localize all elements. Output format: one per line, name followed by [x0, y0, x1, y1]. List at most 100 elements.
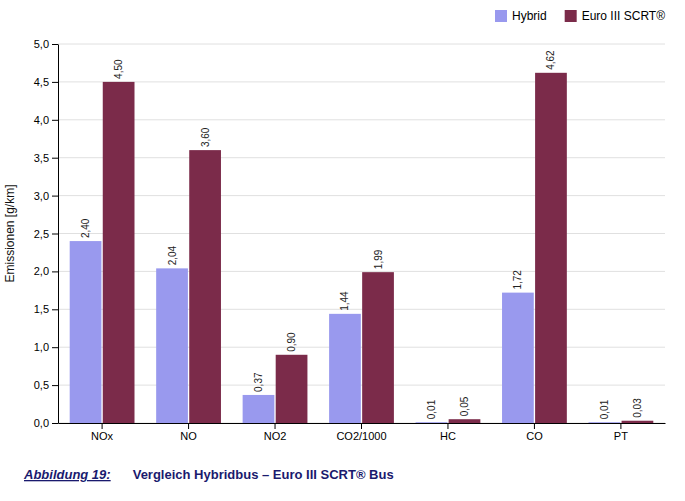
y-tick: 1,0 [34, 341, 58, 353]
x-tick-mark [447, 423, 448, 429]
bars [70, 73, 654, 423]
axis-line [58, 45, 59, 424]
x-tick-mark [102, 423, 103, 429]
y-tick: 5,0 [34, 38, 58, 50]
data-label: 0,01 [599, 399, 610, 419]
data-label: 1,72 [512, 270, 523, 290]
legend: Hybrid Euro III SCRT® [495, 9, 665, 23]
x-tick-label: NO2 [264, 430, 287, 442]
y-tick-label: 4,0 [34, 114, 49, 126]
y-tick-label: 5,0 [34, 38, 49, 50]
data-label: 0,90 [286, 332, 297, 352]
y-tick-mark [52, 196, 58, 197]
y-tick-mark [52, 385, 58, 386]
bar [589, 422, 621, 423]
caption-text: Vergleich Hybridbus – Euro III SCRT® Bus [133, 467, 394, 482]
y-tick-label: 0,0 [34, 417, 49, 429]
data-label: 2,40 [80, 218, 91, 238]
y-tick-mark [52, 347, 58, 348]
data-label: 0,37 [253, 372, 264, 392]
data-label: 0,01 [426, 399, 437, 419]
bar [189, 150, 221, 423]
data-label: 0,05 [459, 396, 470, 416]
legend-swatch [565, 10, 577, 22]
y-tick-mark [52, 271, 58, 272]
y-tick-mark [52, 44, 58, 45]
x-tick-label: PT [614, 430, 628, 442]
grid-line [58, 44, 665, 45]
y-tick: 0,5 [34, 379, 58, 391]
x-tick-label: HC [440, 430, 456, 442]
y-tick: 4,0 [34, 114, 58, 126]
x-tick-mark [188, 423, 189, 429]
grid-line [58, 271, 665, 272]
grid-line [58, 233, 665, 234]
grid-line [58, 157, 665, 158]
grid [58, 44, 665, 423]
bar-series [103, 73, 654, 423]
y-tick-mark [52, 82, 58, 83]
y-tick: 3,5 [34, 152, 58, 164]
bar [329, 314, 361, 423]
data-label: 2,04 [167, 245, 178, 265]
y-tick-label: 2,5 [34, 228, 49, 240]
x-tick: NO [180, 423, 197, 442]
bar [156, 268, 188, 423]
y-tick-label: 3,5 [34, 152, 49, 164]
caption: Abbildung 19: Vergleich Hybridbus – Euro … [23, 467, 394, 482]
x-tick: NO2 [264, 423, 287, 442]
x-tick-mark [361, 423, 362, 429]
y-tick-label: 3,0 [34, 190, 49, 202]
grid-line [58, 309, 665, 310]
x-tick: CO2/1000 [336, 423, 386, 442]
x-tick-label: NOx [91, 430, 114, 442]
x-tick-mark [620, 423, 621, 429]
y-tick-mark [52, 120, 58, 121]
y-axis-title: Emissionen [g/km] [3, 184, 17, 282]
bar [103, 82, 135, 423]
bar [449, 419, 481, 423]
x-tick-label: CO [526, 430, 543, 442]
x-tick: NOx [91, 423, 114, 442]
legend-item: Hybrid [495, 9, 547, 23]
bar [70, 241, 102, 423]
x-tick-mark [275, 423, 276, 429]
y-tick-label: 1,0 [34, 341, 49, 353]
y-tick: 0,0 [34, 417, 58, 429]
y-tick: 4,5 [34, 76, 58, 88]
x-tick-label: CO2/1000 [336, 430, 386, 442]
grid-line [58, 81, 665, 82]
data-label: 1,99 [373, 249, 384, 269]
grid-line [58, 195, 665, 196]
x-tick: PT [614, 423, 628, 442]
data-label: 3,60 [200, 127, 211, 147]
bar [276, 355, 308, 423]
bar [622, 421, 654, 423]
y-tick-mark [52, 309, 58, 310]
caption-label: Abbildung 19: [23, 467, 111, 482]
data-labels: 2,402,040,371,440,011,720,014,503,600,90… [80, 50, 643, 419]
plot: 2,402,040,371,440,011,720,014,503,600,90… [3, 38, 666, 442]
chart: 2,402,040,371,440,011,720,014,503,600,90… [0, 0, 685, 501]
y-tick-label: 1,5 [34, 303, 49, 315]
x-tick: CO [526, 423, 543, 442]
y-tick-mark [52, 423, 58, 424]
y-axis: 0,0 0,5 1,0 1,5 2,0 2,5 3,0 3,5 4,0 4,5 5,0 [34, 38, 59, 429]
data-label: 0,03 [632, 398, 643, 418]
legend-label: Euro III SCRT® [582, 9, 665, 23]
y-tick: 2,5 [34, 228, 58, 240]
y-tick-label: 4,5 [34, 76, 49, 88]
data-label: 1,44 [339, 291, 350, 311]
bar [362, 272, 394, 423]
legend-swatch [495, 10, 507, 22]
grid-line [58, 385, 665, 386]
y-tick-label: 2,0 [34, 265, 49, 277]
bar [243, 395, 275, 423]
x-tick-mark [534, 423, 535, 429]
y-tick: 3,0 [34, 190, 58, 202]
x-axis: NOx NO NO2 CO2/1000 HC CO PT [59, 423, 666, 442]
y-tick-mark [52, 158, 58, 159]
grid-line [58, 347, 665, 348]
legend-label: Hybrid [512, 9, 547, 23]
legend-item: Euro III SCRT® [565, 9, 665, 23]
